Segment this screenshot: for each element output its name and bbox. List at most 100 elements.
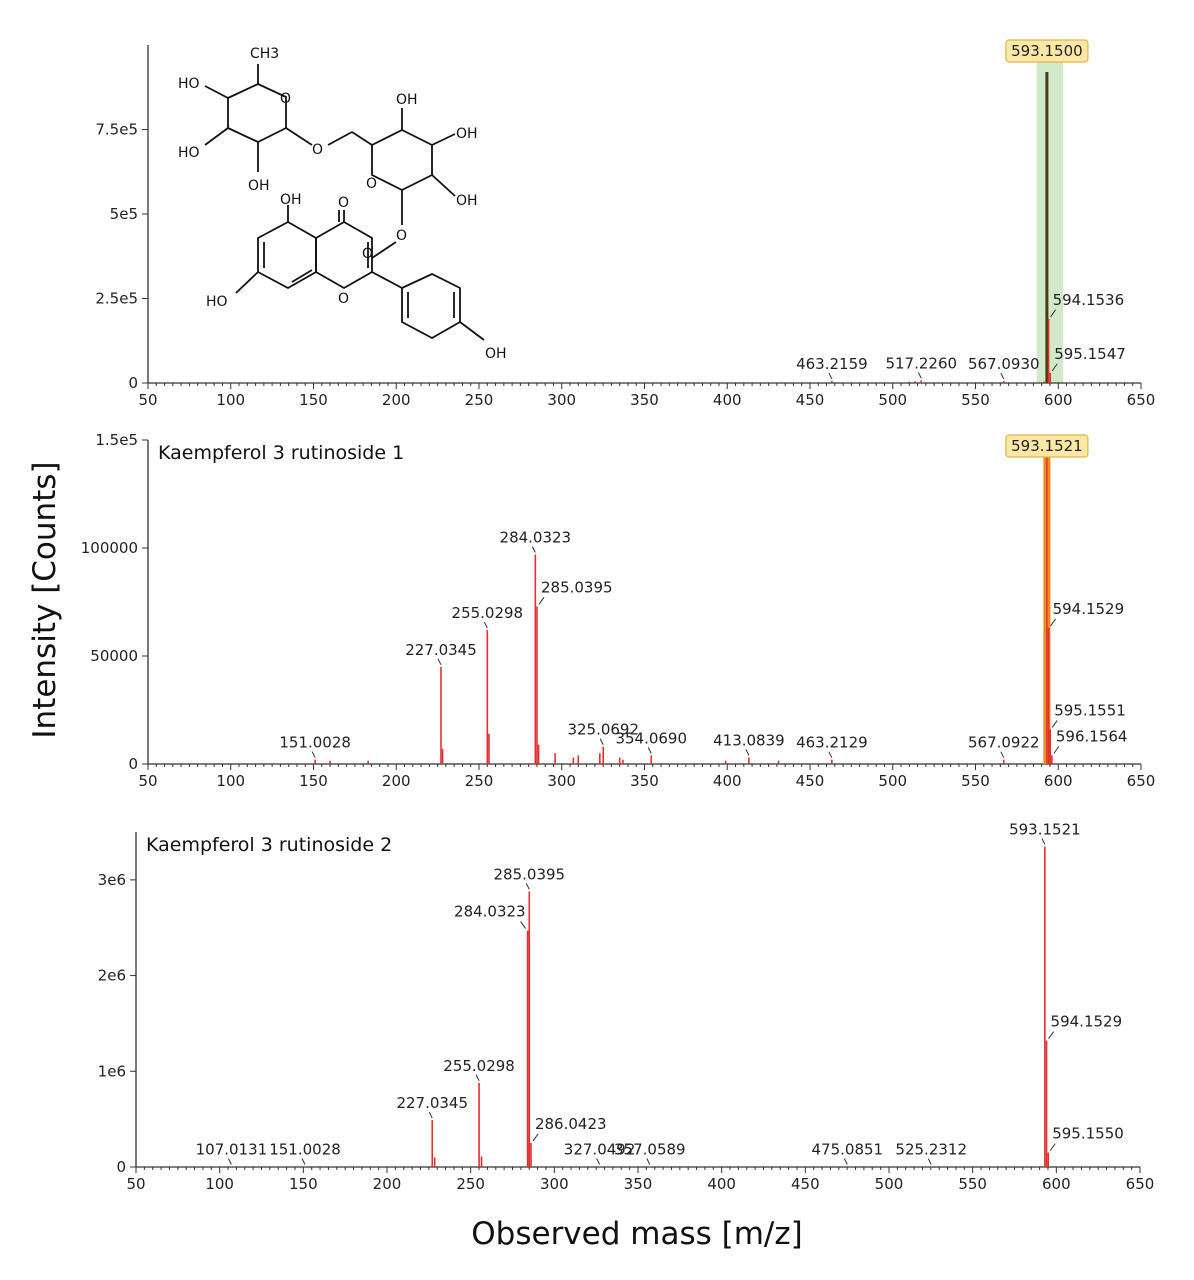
x-tick-label: 250 [465, 772, 494, 790]
peak-label: 227.0345 [396, 1094, 468, 1112]
label-leader [301, 1158, 306, 1165]
label-leader [828, 751, 833, 758]
x-tick-label: 350 [630, 772, 659, 790]
atom-label: O [280, 91, 291, 107]
atom-label: OH [456, 126, 478, 142]
precursor-label: 593.1500 [1011, 42, 1083, 60]
atom-label: OH [280, 192, 302, 208]
precursor-label-box [1005, 434, 1089, 458]
peak-label: 596.1564 [1056, 727, 1128, 745]
a-ring [257, 220, 317, 290]
bond [371, 241, 397, 259]
y-tick-label: 5e5 [110, 205, 138, 223]
y-tick-label: 100000 [81, 539, 138, 557]
peak-label: 525.2312 [895, 1141, 967, 1159]
x-tick-label: 400 [707, 1175, 736, 1193]
label-leader [1053, 746, 1060, 754]
label-leader [311, 751, 316, 758]
precursor-label: 593.1521 [1011, 437, 1083, 455]
label-leader [531, 546, 536, 553]
peak-label: 227.0345 [405, 641, 477, 659]
spectrum-panel-2: 50 100 150 200 250 300 350 400 450 500 550 600 650 0 5… [81, 431, 1156, 790]
peak-label: 255.0298 [443, 1057, 515, 1075]
peak-label: 413.0839 [713, 732, 785, 750]
x-tick-label: 200 [382, 772, 411, 790]
x-tick-label: 600 [1044, 772, 1073, 790]
kaempferol-rutinoside-structure [204, 64, 485, 341]
bond [204, 127, 229, 146]
b-ring [401, 273, 461, 340]
peak-label: 595.1547 [1054, 345, 1126, 363]
x-tick-label: 150 [299, 391, 328, 409]
x-tick-label: 550 [961, 772, 990, 790]
atom-label: OH [248, 178, 270, 194]
peak-label: 151.0028 [269, 1141, 341, 1159]
x-tick-label: 350 [624, 1175, 653, 1193]
x-tick-label: 400 [713, 391, 742, 409]
x-tick-label: 250 [456, 1175, 485, 1193]
atom-label: O [366, 176, 377, 192]
atom-label: OH [396, 92, 418, 108]
x-tick-label: 300 [547, 772, 576, 790]
label-leader [1051, 720, 1058, 728]
highlight-band [1036, 45, 1064, 383]
x-tick-label: 400 [713, 772, 742, 790]
x-tick-label: 350 [630, 391, 659, 409]
x-tick-label: 650 [1127, 391, 1156, 409]
peak-label: 327.0492 [564, 1141, 636, 1159]
x-tick-label: 100 [216, 772, 245, 790]
bond [371, 271, 403, 289]
peak-label: 285.0395 [541, 578, 613, 596]
peak-label: 107.0131 [196, 1141, 268, 1159]
atom-label: HO [178, 76, 200, 92]
atom-label: OH [456, 193, 478, 209]
x-tick-label: 50 [138, 391, 157, 409]
label-leader [927, 1158, 932, 1165]
label-leader [520, 921, 527, 929]
peak-label: 284.0323 [500, 528, 572, 546]
atom-label: CH3 [250, 46, 279, 62]
peak-label: 595.1550 [1052, 1125, 1124, 1143]
x-tick-label: 100 [216, 391, 245, 409]
label-leader [437, 658, 442, 666]
label-leader [538, 597, 545, 605]
label-leader [525, 883, 530, 890]
x-tick-label: 500 [878, 391, 907, 409]
y-tick-label: 3e6 [98, 871, 126, 889]
peak-label: 151.0028 [279, 734, 351, 752]
y-tick-label: 7.5e5 [95, 121, 138, 139]
x-tick-label: 450 [796, 772, 825, 790]
peak-label: 567.0922 [968, 734, 1040, 752]
label-leader [1041, 838, 1046, 845]
label-leader [745, 749, 750, 756]
panel-title: Kaempferol 3 rutinoside 1 [158, 442, 404, 464]
peak-label: 463.2159 [796, 355, 868, 373]
peak-label: 594.1529 [1053, 600, 1125, 618]
atom-label: HO [206, 294, 228, 310]
peak-label: 594.1536 [1053, 291, 1125, 309]
atom-label: HO [178, 145, 200, 161]
panel-title: Kaempferol 3 rutinoside 2 [146, 834, 392, 856]
peak-label: 255.0298 [452, 604, 524, 622]
label-leader [646, 1158, 651, 1165]
x-tick-label: 50 [126, 1175, 145, 1193]
x-tick-label: 650 [1127, 772, 1156, 790]
peak-label: 595.1551 [1054, 701, 1126, 719]
label-leader [1048, 1031, 1054, 1039]
label-leader [475, 1074, 480, 1081]
peak-label: 463.2129 [796, 734, 868, 752]
x-tick-label: 200 [373, 1175, 402, 1193]
label-leader [1051, 363, 1058, 372]
peak-label: 354.0690 [615, 729, 687, 747]
y-tick-label: 2.5e5 [95, 290, 138, 308]
bond [291, 269, 313, 283]
x-tick-label: 450 [796, 391, 825, 409]
x-tick-label: 200 [382, 391, 411, 409]
x-tick-label: 550 [961, 391, 990, 409]
x-tick-label: 550 [958, 1175, 987, 1193]
label-leader [1050, 618, 1056, 627]
peak-label: 567.0930 [968, 355, 1040, 373]
x-tick-label: 100 [205, 1175, 234, 1193]
bond [285, 127, 313, 146]
label-leader [483, 621, 488, 629]
